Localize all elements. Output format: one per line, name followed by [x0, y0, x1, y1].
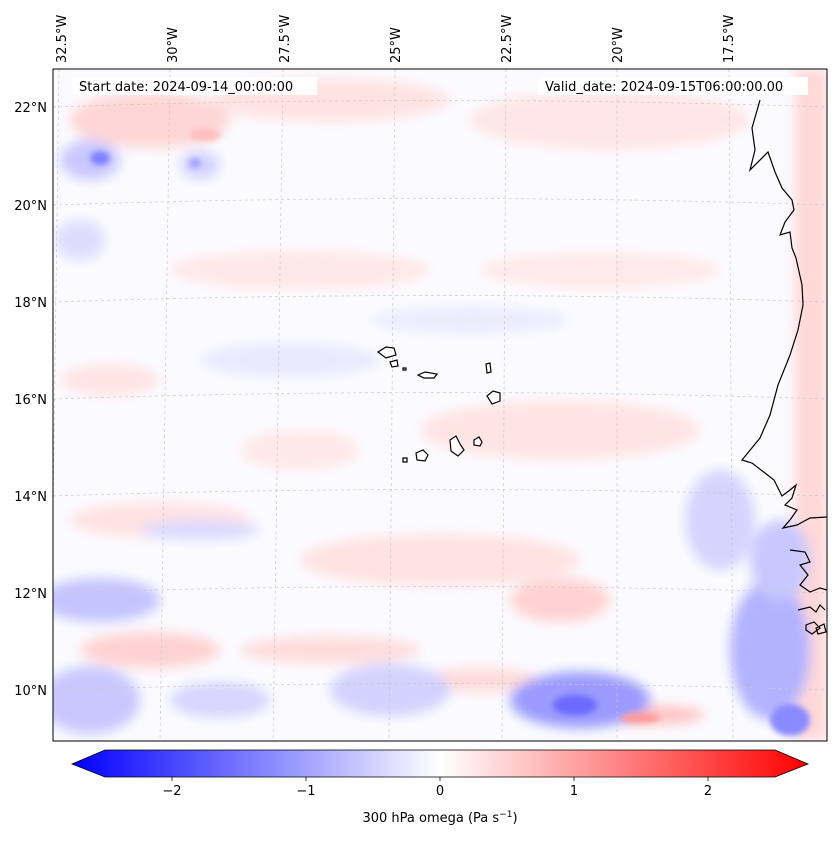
lon-label: 22.5°W — [500, 15, 515, 63]
start-date-label: Start date: 2024-09-14_00:00:00 — [79, 80, 293, 95]
map-background — [53, 69, 827, 741]
lat-label: 22°N — [14, 101, 47, 116]
lat-label: 12°N — [14, 587, 47, 602]
lat-label: 14°N — [14, 490, 47, 505]
colorbar-gradient — [70, 749, 810, 778]
map-frame — [52, 68, 828, 742]
colorbar-tick-label: 2 — [704, 784, 712, 799]
lat-label: 20°N — [14, 199, 47, 214]
valid-date-label: Valid_date: 2024-09-15T06:00:00.00 — [545, 80, 783, 95]
cape-verde-islands — [376, 346, 501, 463]
colorbar-tick-label: −1 — [296, 784, 315, 799]
lon-label: 30°W — [166, 27, 181, 63]
lon-label: 25°W — [389, 27, 404, 63]
omega-cores — [90, 129, 810, 736]
colorbar-ticks — [171, 777, 709, 781]
lat-label: 16°N — [14, 393, 47, 408]
lon-label: 27.5°W — [278, 15, 293, 63]
lon-axis: 32.5°W 30°W 27.5°W 25°W 22.5°W 20°W 17.5… — [55, 15, 737, 63]
lat-label: 10°N — [14, 684, 47, 699]
coastline — [740, 99, 827, 635]
valid-date-box — [538, 77, 808, 95]
lon-label: 17.5°W — [722, 15, 737, 63]
lat-label: 18°N — [14, 296, 47, 311]
lon-label: 32.5°W — [55, 15, 70, 63]
colorbar-title: 300 hPa omega (Pa s−1) — [362, 810, 517, 826]
colorbar-tick-label: 1 — [570, 784, 578, 799]
gridlines — [53, 69, 827, 741]
lon-label: 20°W — [611, 27, 626, 63]
lat-axis: 22°N 20°N 18°N 16°N 14°N 12°N 10°N — [14, 101, 47, 699]
colorbar-tick-label: 0 — [436, 784, 444, 799]
omega-field — [53, 69, 827, 741]
start-date-box — [72, 77, 317, 95]
colorbar: −2 −1 0 1 2 300 hPa omega (Pa s−1) — [70, 749, 810, 826]
colorbar-tick-label: −2 — [162, 784, 181, 799]
